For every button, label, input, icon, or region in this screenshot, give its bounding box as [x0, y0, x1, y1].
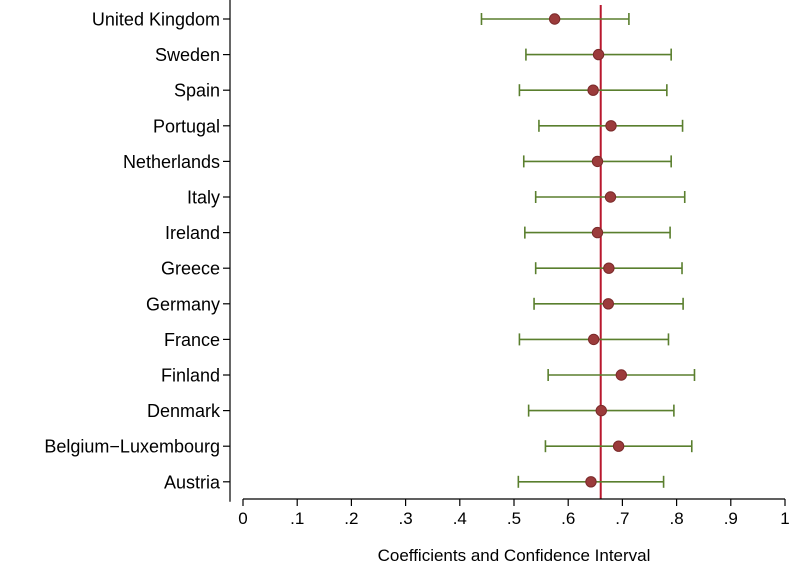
- x-axis-label: Coefficients and Confidence Interval: [378, 546, 651, 565]
- x-tick-label: 0: [238, 509, 247, 528]
- x-tick-label: .7: [615, 509, 629, 528]
- x-tick-label: 1: [780, 509, 789, 528]
- coefficient-point: [603, 262, 615, 274]
- category-label: Spain: [174, 81, 220, 101]
- axes: [223, 0, 786, 506]
- coefficient-points: [548, 13, 628, 488]
- category-label: Italy: [187, 188, 220, 208]
- coefficient-point: [587, 333, 600, 346]
- category-label: Austria: [164, 472, 221, 492]
- x-tick-labels: 0 .1 .2 .3 .4 .5 .6 .7 .8 .9 1: [238, 509, 789, 528]
- coefficient-point: [612, 440, 625, 452]
- x-tick-label: .6: [561, 509, 575, 528]
- coefficient-point: [615, 369, 628, 381]
- coefficient-point: [587, 84, 599, 96]
- confidence-intervals: [480, 13, 696, 488]
- category-label: Portugal: [153, 116, 220, 136]
- category-label: Sweden: [155, 45, 220, 65]
- category-label: Ireland: [165, 223, 220, 243]
- x-tick-label: .4: [453, 509, 467, 528]
- coefficient-point: [605, 120, 617, 132]
- coefficient-point: [548, 13, 561, 25]
- x-tick-label: .8: [670, 509, 684, 528]
- x-tick-label: .9: [724, 509, 738, 528]
- category-label: Netherlands: [123, 152, 220, 172]
- coefficient-point: [602, 298, 615, 310]
- category-label: Belgium−Luxembourg: [44, 437, 220, 457]
- category-labels: United Kingdom Sweden Spain Portugal Netherl…: [44, 10, 221, 493]
- coefficient-point: [595, 404, 607, 417]
- coefficient-point: [585, 476, 597, 488]
- category-label: United Kingdom: [92, 10, 220, 30]
- category-label: Finland: [161, 366, 220, 386]
- category-label: France: [164, 330, 220, 350]
- coefficient-point: [592, 48, 605, 61]
- x-tick-label: .3: [399, 509, 413, 528]
- x-tick-label: .1: [290, 509, 304, 528]
- category-label: Greece: [161, 259, 220, 279]
- coefficient-point: [591, 155, 604, 168]
- category-label: Denmark: [147, 401, 221, 421]
- category-label: Germany: [146, 294, 220, 314]
- coefficient-point: [604, 191, 617, 203]
- x-tick-label: .5: [507, 509, 521, 528]
- coefficient-point: [591, 226, 604, 239]
- x-tick-label: .2: [344, 509, 358, 528]
